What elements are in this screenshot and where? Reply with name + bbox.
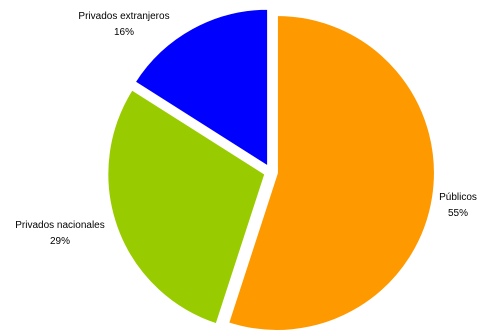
slice-label: Públicos: [439, 192, 477, 203]
slice-label: Privados nacionales: [15, 220, 105, 231]
slice-value-label: 29%: [50, 236, 70, 247]
slice-value-label: 55%: [448, 208, 468, 219]
pie-slices: [106, 7, 436, 331]
pie-slice-privados-nacionales: [106, 87, 267, 326]
pie-slice-privados-extranjeros: [133, 7, 270, 169]
pie-labels: Públicos 55% Privados nacionales 29% Privado…: [15, 11, 477, 247]
slice-value-label: 16%: [114, 27, 134, 38]
pie-slice-p-blicos: [226, 13, 436, 331]
slice-label: Privados extranjeros: [78, 11, 169, 22]
